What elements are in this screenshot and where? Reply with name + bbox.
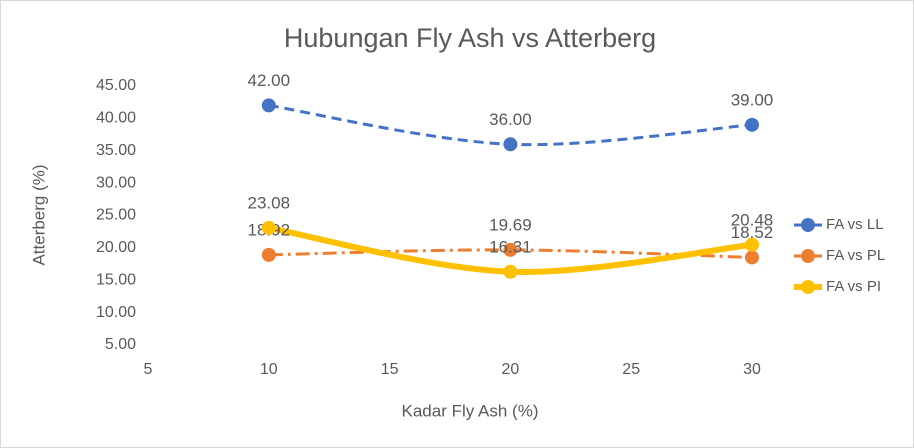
- x-tick-label: 10: [260, 361, 278, 378]
- y-axis-title: Atterberg (%): [29, 164, 48, 265]
- marker: [745, 117, 759, 132]
- y-tick-label: 20.00: [96, 239, 136, 256]
- marker: [261, 220, 276, 235]
- y-tick-label: 30.00: [96, 174, 136, 191]
- y-tick-label: 25.00: [96, 207, 136, 224]
- y-tick-label: 40.00: [96, 110, 136, 127]
- marker: [503, 137, 518, 152]
- x-axis-title: Kadar Fly Ash (%): [402, 401, 539, 420]
- x-tick-label: 30: [743, 361, 761, 378]
- data-label: 18.52: [731, 223, 774, 242]
- y-tick-label: 35.00: [96, 142, 136, 159]
- data-label: 42.00: [248, 71, 291, 90]
- marker: [503, 264, 518, 279]
- x-tick-label: 20: [502, 361, 520, 378]
- data-label: 23.08: [248, 193, 291, 212]
- y-tick-label: 10.00: [96, 304, 136, 321]
- marker: [745, 250, 759, 265]
- marker: [261, 247, 276, 262]
- x-tick-label: 15: [381, 361, 399, 378]
- y-tick-label: 15.00: [96, 271, 136, 288]
- chart-title: Hubungan Fly Ash vs Atterberg: [284, 23, 656, 53]
- y-tick-label: 45.00: [96, 77, 136, 94]
- data-label: 20.48: [731, 210, 774, 229]
- x-tick-label: 5: [144, 361, 153, 378]
- data-label: 36.00: [489, 110, 532, 129]
- legend-label: FA vs PI: [826, 278, 881, 295]
- marker: [261, 98, 276, 113]
- marker: [745, 237, 759, 252]
- legend-label: FA vs LL: [826, 216, 884, 233]
- x-tick-label: 25: [622, 361, 640, 378]
- data-label: 16.31: [489, 237, 532, 256]
- legend-label: FA vs PL: [826, 247, 885, 264]
- data-label: 39.00: [731, 90, 774, 109]
- data-label: 19.69: [489, 215, 532, 234]
- marker: [503, 242, 518, 257]
- y-tick-label: 5.00: [105, 336, 136, 353]
